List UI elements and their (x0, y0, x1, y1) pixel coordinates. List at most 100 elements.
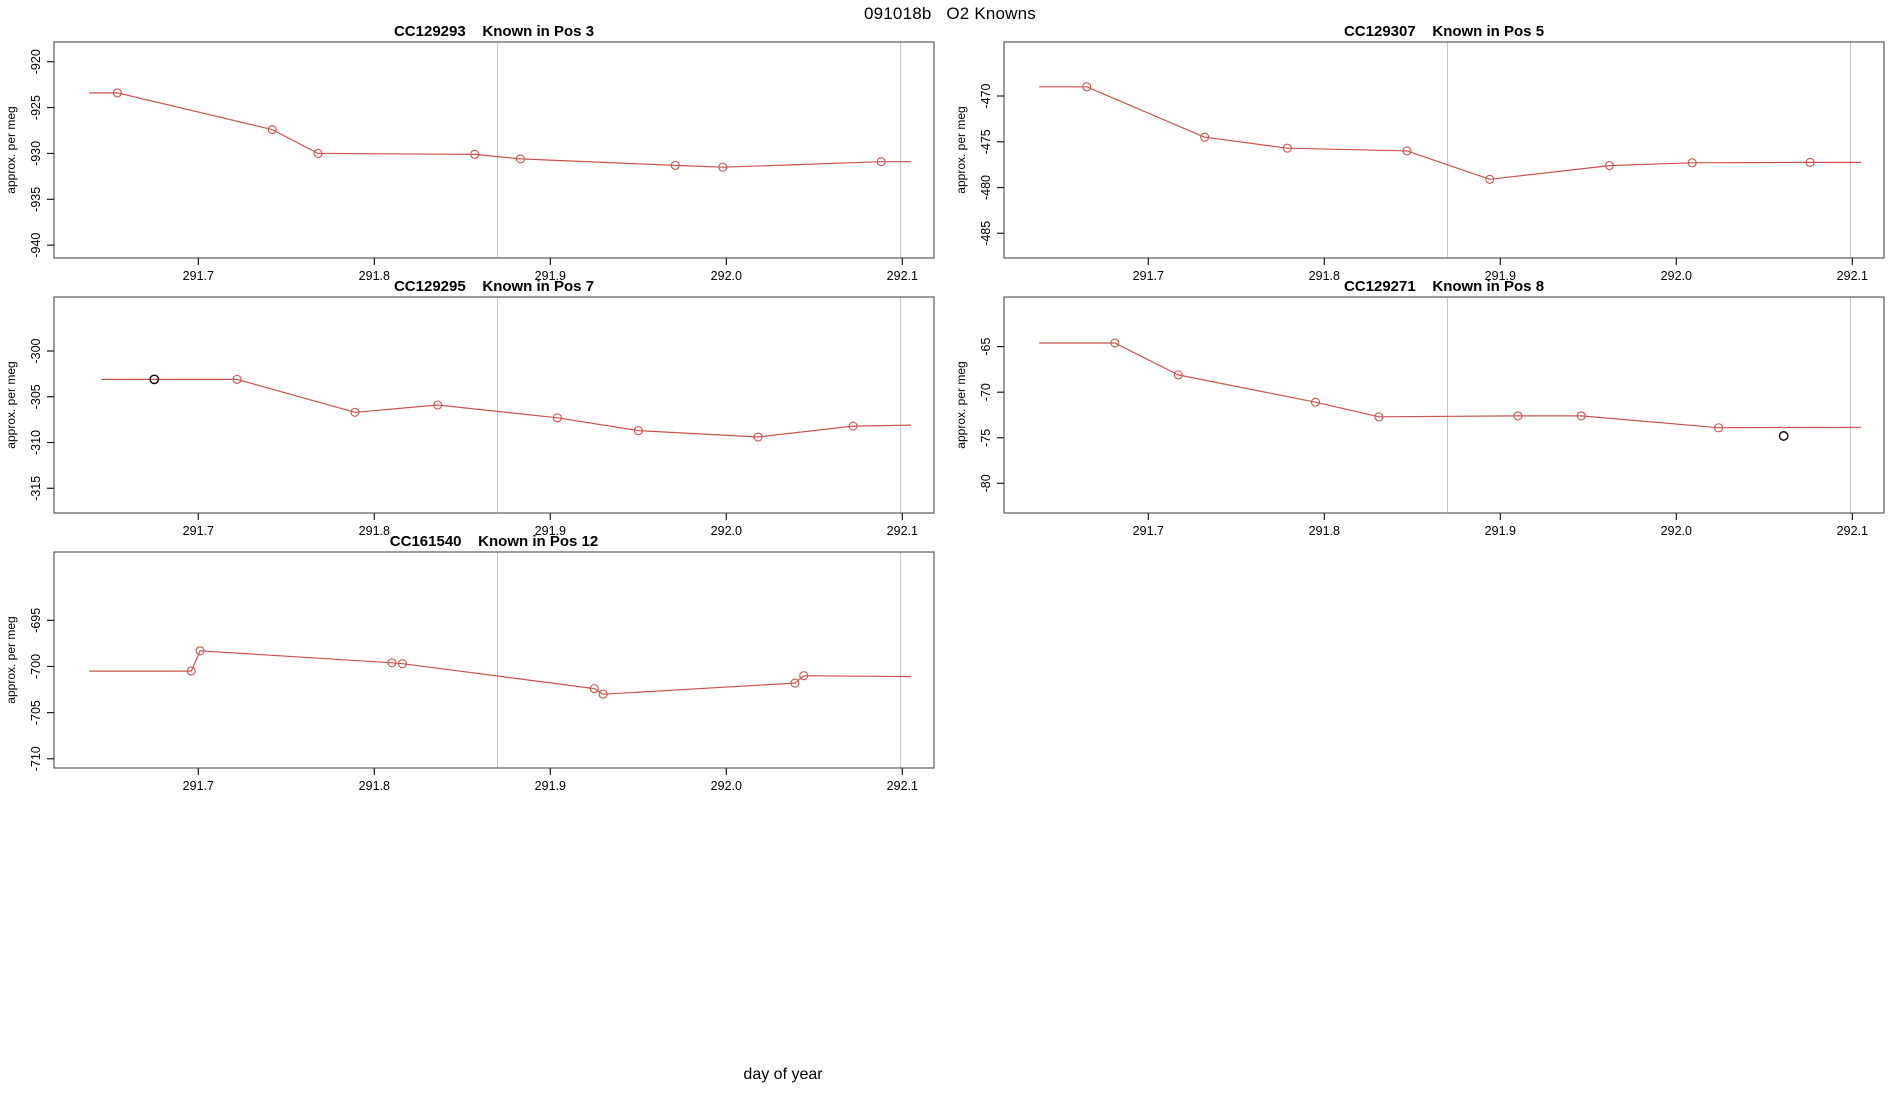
y-tick-label: -920 (29, 49, 43, 74)
data-point-marker (1513, 411, 1523, 421)
data-point-marker (112, 88, 122, 98)
x-tick-label: 292.1 (1837, 269, 1868, 283)
main-title: 091018b O2 Knowns (863, 4, 1037, 23)
x-tick-label: 292.1 (887, 269, 918, 283)
x-tick-label: 291.8 (359, 779, 390, 793)
data-point-marker (552, 413, 562, 423)
data-point-marker (1374, 412, 1384, 422)
y-tick-label: -70 (979, 383, 993, 401)
y-axis-label: approx. per meg (954, 361, 968, 448)
x-tick-label: 291.7 (183, 779, 214, 793)
x-tick-label: 291.9 (1485, 269, 1516, 283)
y-tick-label: -75 (979, 429, 993, 447)
data-point-marker (1402, 146, 1412, 156)
data-point-marker (267, 125, 277, 135)
y-tick-label: -80 (979, 474, 993, 492)
data-point-marker (1310, 397, 1321, 407)
x-tick-label: 292.1 (887, 524, 918, 538)
y-tick-label: -485 (979, 221, 993, 246)
data-point-marker (848, 421, 858, 431)
panel-title: CC129307 Known in Pos 5 (1344, 23, 1544, 40)
x-tick-label: 291.8 (359, 524, 390, 538)
x-tick-label: 292.1 (887, 779, 918, 793)
panel-title: CC129271 Known in Pos 8 (1344, 278, 1544, 295)
data-point-marker (718, 162, 728, 172)
plot-box (1003, 296, 1885, 514)
data-point-marker (1714, 423, 1724, 433)
data-point-marker (433, 400, 443, 410)
y-tick-label: -300 (29, 338, 43, 363)
x-tick-label: 291.7 (183, 269, 214, 283)
data-point-marker (1173, 370, 1183, 380)
plot-box (53, 41, 935, 259)
y-tick-label: -700 (29, 654, 43, 679)
plot-box (1003, 41, 1885, 259)
data-point-marker (232, 374, 242, 384)
y-axis-label: approx. per meg (4, 616, 18, 703)
y-tick-label: -940 (29, 233, 43, 258)
y-axis-label: approx. per meg (954, 106, 968, 193)
y-tick-label: -470 (979, 83, 993, 108)
x-tick-label: 291.9 (1485, 524, 1516, 538)
y-tick-label: -695 (29, 608, 43, 633)
data-point-marker (1110, 338, 1120, 348)
x-tick-label: 292.0 (1661, 524, 1692, 538)
data-point-marker (753, 432, 763, 442)
panel-title: CC161540 Known in Pos 12 (390, 533, 598, 550)
y-tick-label: -310 (29, 430, 43, 455)
y-tick-label: -935 (29, 187, 43, 212)
x-tick-label: 292.0 (1661, 269, 1692, 283)
x-tick-label: 291.9 (535, 269, 566, 283)
panel-title: CC129295 Known in Pos 7 (394, 278, 594, 295)
data-line (1039, 86, 1862, 180)
y-axis-label: approx. per meg (4, 361, 18, 448)
data-line (89, 650, 912, 695)
x-tick-label: 291.9 (535, 779, 566, 793)
x-tick-label: 292.0 (711, 524, 742, 538)
y-tick-label: -710 (29, 746, 43, 771)
y-axis-label: approx. per meg (4, 106, 18, 193)
x-tick-label: 292.0 (711, 779, 742, 793)
data-point-marker (876, 157, 886, 167)
y-tick-label: -305 (29, 384, 43, 409)
data-point-marker (313, 148, 323, 158)
data-point-marker (1576, 411, 1586, 421)
data-point-marker (1687, 158, 1697, 168)
data-line (1039, 342, 1862, 429)
y-tick-label: -65 (979, 338, 993, 356)
panel-title: CC129293 Known in Pos 3 (394, 23, 594, 40)
y-tick-label: -475 (979, 129, 993, 154)
chart-cc129271-known-in-pos-8: 291.7 291.8 291.9 292.0 292.1 -65 -70 -75 -80 app… (954, 278, 1885, 538)
x-tick-label: 292.0 (711, 269, 742, 283)
x-tick-label: 291.8 (1309, 269, 1340, 283)
data-point-marker (186, 666, 196, 676)
chart-cc129295-known-in-pos-7: 291.7 291.8 291.9 292.0 292.1 -300 -305 -310 -31… (4, 278, 935, 538)
data-point-marker (633, 426, 643, 436)
y-tick-label: -315 (29, 476, 43, 501)
x-tick-label: 291.7 (1133, 269, 1164, 283)
y-tick-label: -930 (29, 141, 43, 166)
data-point-marker (589, 684, 599, 694)
x-tick-label: 291.8 (1309, 524, 1340, 538)
data-point-marker (799, 671, 809, 681)
x-tick-label: 291.8 (359, 269, 390, 283)
y-tick-label: -480 (979, 175, 993, 200)
x-tick-label: 291.7 (183, 524, 214, 538)
data-point-marker (1604, 161, 1614, 171)
chart-cc129293-known-in-pos-3: 291.7 291.8 291.9 292.0 292.1 -920 -925 -930 -93… (4, 23, 935, 283)
data-point-marker (790, 678, 800, 688)
data-point-marker (195, 646, 205, 656)
data-point-marker (1200, 132, 1210, 142)
outlier-point (149, 374, 160, 385)
data-point-marker (1282, 143, 1292, 153)
data-point-marker (515, 154, 525, 164)
data-point-marker (387, 658, 397, 668)
x-axis-label: day of year (743, 1066, 823, 1083)
data-line (101, 378, 912, 438)
chart-cc129307-known-in-pos-5: 291.7 291.8 291.9 292.0 292.1 -470 -475 -480 -48… (954, 23, 1885, 283)
plot-box (53, 296, 935, 514)
data-point-marker (1805, 157, 1815, 167)
data-point-marker (670, 160, 680, 170)
outlier-point (1778, 431, 1789, 441)
